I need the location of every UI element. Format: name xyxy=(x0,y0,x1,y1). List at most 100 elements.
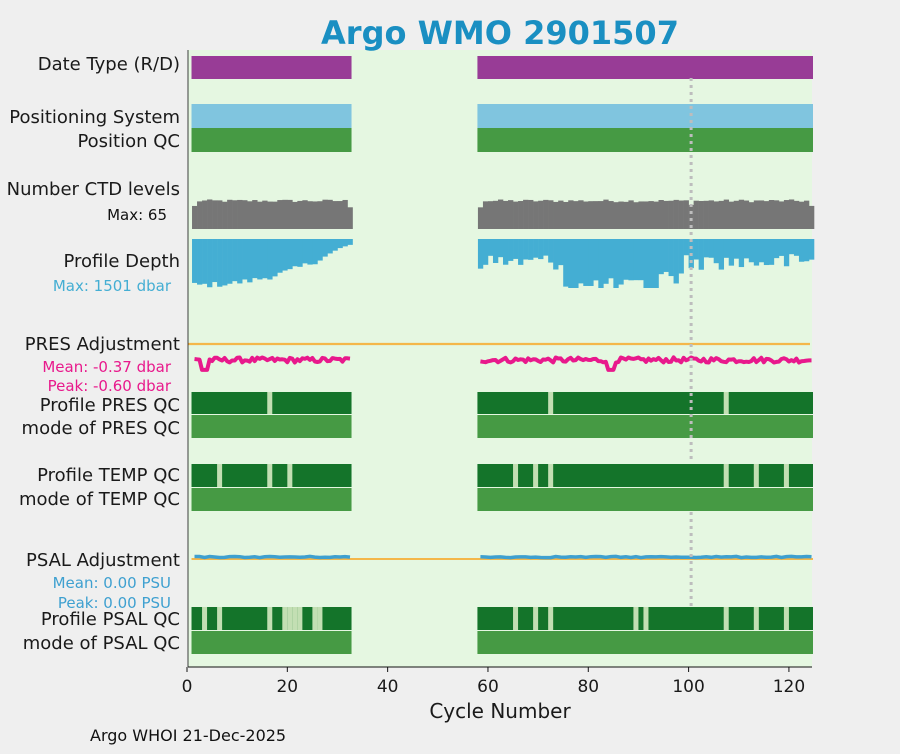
ctd-levels-bar-cycle-64 xyxy=(508,200,514,229)
profile-depth-bar-cycle-76 xyxy=(568,239,574,288)
profile-depth-bar-cycle-123 xyxy=(803,239,810,262)
profile-depth-bar-cycle-23 xyxy=(302,239,308,264)
ctd-levels-bar-cycle-92 xyxy=(648,201,654,229)
ctd-levels-bar-cycle-30 xyxy=(337,201,343,229)
ctd-levels-bar-cycle-58 xyxy=(477,207,484,229)
ctd-levels-bar-cycle-81 xyxy=(593,201,599,229)
label-psal-adjustment: PSAL Adjustment xyxy=(26,550,180,571)
profile-depth-bar-cycle-120 xyxy=(788,239,795,255)
ctd-levels-bar-cycle-99 xyxy=(683,200,689,229)
profile-psal-qc-flag-cycle-26 xyxy=(317,607,323,630)
positioning-system-bar-segment-1 xyxy=(191,104,352,128)
date-type-bar-segment-1 xyxy=(191,56,352,79)
ctd-levels-bar-cycle-10 xyxy=(237,199,243,229)
profile-depth-bar-cycle-95 xyxy=(663,239,669,272)
ctd-levels-bar-cycle-14 xyxy=(257,201,263,229)
profile-depth-bar-cycle-111 xyxy=(743,239,750,259)
profile-depth-bar-cycle-85 xyxy=(613,239,619,288)
profile-depth-bar-cycle-17 xyxy=(272,239,278,277)
profile-depth-bar-cycle-89 xyxy=(633,239,639,281)
ctd-max-label: Max: 65 xyxy=(107,206,167,224)
profile-depth-bar-cycle-118 xyxy=(778,239,785,256)
profile-psal-qc-flag-cycle-25 xyxy=(312,607,318,630)
ctd-levels-bar-cycle-59 xyxy=(482,201,489,229)
label-profile-psal-qc: Profile PSAL QC xyxy=(41,609,180,630)
profile-depth-bar-cycle-122 xyxy=(798,239,805,262)
ctd-levels-bar-cycle-18 xyxy=(277,200,283,229)
ctd-levels-bar-cycle-77 xyxy=(573,201,579,229)
ctd-levels-bar-cycle-78 xyxy=(578,200,584,229)
profile-depth-bar-cycle-10 xyxy=(237,239,243,284)
positioning-system-bar-segment-2 xyxy=(477,104,813,128)
ctd-levels-bar-cycle-75 xyxy=(563,201,569,229)
ctd-levels-bar-cycle-22 xyxy=(297,200,303,229)
mode-temp-qc-bar-segment-2 xyxy=(477,488,813,511)
profile-temp-qc-flag-cycle-69 xyxy=(533,464,539,487)
profile-depth-bar-cycle-58 xyxy=(477,239,484,269)
profile-depth-bar-cycle-62 xyxy=(497,239,504,258)
ctd-levels-bar-cycle-69 xyxy=(533,201,539,229)
ctd-levels-bar-cycle-63 xyxy=(503,200,509,229)
label-ctd-levels: Number CTD levels xyxy=(7,179,180,200)
ctd-levels-bar-cycle-24 xyxy=(307,201,313,229)
label-position-qc: Position QC xyxy=(77,131,180,152)
profile-depth-bar-cycle-20 xyxy=(287,239,293,270)
ctd-levels-bar-cycle-76 xyxy=(568,200,574,229)
profile-depth-bar-cycle-21 xyxy=(292,239,298,267)
ctd-levels-bar-cycle-95 xyxy=(663,200,669,229)
profile-depth-bar-cycle-101 xyxy=(693,239,699,260)
ctd-levels-bar-cycle-103 xyxy=(703,200,709,229)
ctd-levels-bar-cycle-65 xyxy=(513,201,519,229)
profile-depth-bar-cycle-16 xyxy=(267,239,273,280)
profile-depth-bar-cycle-32 xyxy=(347,239,353,245)
profile-depth-bar-cycle-109 xyxy=(733,239,740,259)
profile-depth-bar-cycle-104 xyxy=(708,239,714,258)
ctd-levels-bar-cycle-93 xyxy=(653,201,659,229)
profile-depth-bar-cycle-66 xyxy=(518,239,524,265)
profile-depth-bar-cycle-78 xyxy=(578,239,584,284)
profile-depth-bar-cycle-4 xyxy=(207,239,213,288)
ctd-levels-bar-cycle-66 xyxy=(518,201,524,229)
ctd-levels-bar-cycle-79 xyxy=(583,201,589,229)
ctd-levels-bar-cycle-88 xyxy=(628,200,634,229)
profile-depth-bar-cycle-93 xyxy=(653,239,659,288)
profile-depth-bar-cycle-107 xyxy=(723,239,730,258)
chart-title: Argo WMO 2901507 xyxy=(321,14,679,52)
profile-depth-bar-cycle-61 xyxy=(492,239,499,263)
profile-depth-bar-cycle-9 xyxy=(232,239,238,282)
mode-pres-qc-bar-segment-1 xyxy=(191,415,352,438)
profile-depth-bar-cycle-99 xyxy=(683,239,689,256)
profile-depth-bar-cycle-69 xyxy=(533,239,539,258)
profile-depth-bar-cycle-92 xyxy=(648,239,654,288)
ctd-levels-bar-cycle-72 xyxy=(548,200,554,229)
label-mode-temp-qc: mode of TEMP QC xyxy=(19,489,180,510)
profile-depth-bar-cycle-90 xyxy=(638,239,644,281)
x-tick-label-20: 20 xyxy=(276,677,298,697)
ctd-levels-bar-cycle-87 xyxy=(623,201,629,229)
profile-depth-bar-cycle-87 xyxy=(623,239,629,280)
profile-depth-bar-cycle-7 xyxy=(222,239,228,286)
profile-depth-bar-cycle-79 xyxy=(583,239,589,286)
profile-psal-qc-flag-cycle-89 xyxy=(633,607,639,630)
profile-psal-qc-flag-cycle-107 xyxy=(723,607,729,630)
profile-depth-bar-cycle-25 xyxy=(312,239,318,265)
footer-credit: Argo WHOI 21-Dec-2025 xyxy=(90,726,286,745)
profile-depth-bar-cycle-83 xyxy=(603,239,609,284)
profile-psal-qc-flag-cycle-22 xyxy=(297,607,303,630)
profile-depth-bar-cycle-117 xyxy=(773,239,780,259)
ctd-levels-bar-cycle-96 xyxy=(668,200,674,229)
profile-depth-bar-cycle-30 xyxy=(337,239,343,249)
mode-temp-qc-bar-segment-1 xyxy=(191,488,352,511)
ctd-levels-bar-cycle-89 xyxy=(633,202,639,229)
profile-temp-qc-flag-cycle-16 xyxy=(267,464,273,487)
profile-pres-qc-segment-2 xyxy=(477,392,813,414)
depth-max-label: Max: 1501 dbar xyxy=(53,277,172,295)
profile-depth-bar-cycle-84 xyxy=(608,239,614,279)
x-tick-label-120: 120 xyxy=(773,677,805,697)
profile-depth-bar-cycle-22 xyxy=(297,239,303,267)
x-axis-label: Cycle Number xyxy=(429,699,571,723)
profile-depth-bar-cycle-98 xyxy=(678,239,684,274)
profile-depth-bar-cycle-63 xyxy=(503,239,509,265)
ctd-levels-bar-cycle-16 xyxy=(267,201,273,229)
